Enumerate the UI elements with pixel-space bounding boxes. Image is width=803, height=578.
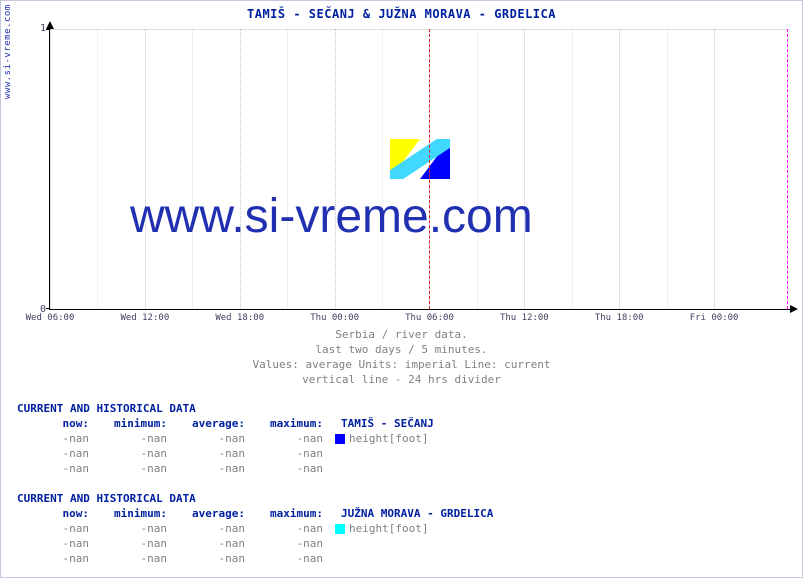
grid-vline <box>240 29 241 309</box>
table-row: -nan -nan -nan -nan <box>17 551 499 566</box>
table-row: -nan -nan -nan -nan height[foot] <box>17 431 440 446</box>
xtick-label: Fri 00:00 <box>674 309 754 323</box>
col-max: maximum: <box>251 416 329 431</box>
chart-title: TAMIŠ - SEČANJ & JUŽNA MORAVA - GRDELICA <box>1 7 802 21</box>
cell: -nan <box>173 551 251 566</box>
grid-vline <box>335 29 336 309</box>
grid-vline-minor <box>572 29 573 309</box>
grid-vline <box>714 29 715 309</box>
stats-block-1: CURRENT AND HISTORICAL DATA now: minimum… <box>17 401 792 476</box>
divider-24h-line <box>429 29 430 309</box>
divider-now-line <box>787 29 788 309</box>
table-row: -nan -nan -nan -nan <box>17 461 440 476</box>
unit-cell: height[foot] <box>329 521 499 536</box>
cell: -nan <box>173 446 251 461</box>
cell: -nan <box>17 521 95 536</box>
cell: -nan <box>95 536 173 551</box>
grid-vline-minor <box>382 29 383 309</box>
table-row: -nan -nan -nan -nan <box>17 446 440 461</box>
grid-vline-minor <box>477 29 478 309</box>
stats-col-headers-1: now: minimum: average: maximum: TAMIŠ - … <box>17 416 440 431</box>
cell: -nan <box>251 521 329 536</box>
gridline-top <box>50 29 790 30</box>
xtick-label: Wed 18:00 <box>200 309 280 323</box>
loc-1: TAMIŠ - SEČANJ <box>329 416 440 431</box>
xtick-label: Wed 06:00 <box>10 309 90 323</box>
grid-vline <box>50 29 51 309</box>
grid-vline <box>524 29 525 309</box>
stats-block-2: CURRENT AND HISTORICAL DATA now: minimum… <box>17 491 792 566</box>
stats-header-2: CURRENT AND HISTORICAL DATA <box>17 491 792 506</box>
table-row: -nan -nan -nan -nan <box>17 536 499 551</box>
cell: -nan <box>251 461 329 476</box>
caption-line-1: Serbia / river data. <box>1 327 802 342</box>
caption-line-2: last two days / 5 minutes. <box>1 342 802 357</box>
watermark-text: www.si-vreme.com <box>130 189 533 244</box>
col-min: minimum: <box>95 506 173 521</box>
col-avg: average: <box>173 416 251 431</box>
xtick-label: Thu 12:00 <box>484 309 564 323</box>
caption-block: Serbia / river data. last two days / 5 m… <box>1 327 802 387</box>
cell: -nan <box>95 461 173 476</box>
cell: -nan <box>251 536 329 551</box>
col-min: minimum: <box>95 416 173 431</box>
loc-2: JUŽNA MORAVA - GRDELICA <box>329 506 499 521</box>
cell: -nan <box>17 461 95 476</box>
unit-label-2: height[foot] <box>349 522 428 535</box>
caption-line-3: Values: average Units: imperial Line: cu… <box>1 357 802 372</box>
cell: -nan <box>17 551 95 566</box>
cell: -nan <box>173 461 251 476</box>
unit-cell: height[foot] <box>329 431 440 446</box>
cell: -nan <box>251 551 329 566</box>
grid-vline-minor <box>287 29 288 309</box>
chart-area: 1 0 www.si-vreme.com Wed 06:00Wed 12:00W… <box>49 29 790 310</box>
cell: -nan <box>251 446 329 461</box>
col-now: now: <box>17 416 95 431</box>
page-root: www.si-vreme.com TAMIŠ - SEČANJ & JUŽNA … <box>0 0 803 578</box>
table-row: -nan -nan -nan -nan height[foot] <box>17 521 499 536</box>
xtick-label: Thu 18:00 <box>579 309 659 323</box>
caption-line-4: vertical line - 24 hrs divider <box>1 372 802 387</box>
cell: -nan <box>173 521 251 536</box>
col-now: now: <box>17 506 95 521</box>
col-avg: average: <box>173 506 251 521</box>
cell: -nan <box>17 536 95 551</box>
grid-vline <box>619 29 620 309</box>
cell: -nan <box>95 551 173 566</box>
grid-vline-minor <box>192 29 193 309</box>
cell: -nan <box>173 536 251 551</box>
stats-table-1: now: minimum: average: maximum: TAMIŠ - … <box>17 416 440 476</box>
grid-vline <box>145 29 146 309</box>
xtick-label: Wed 12:00 <box>105 309 185 323</box>
cell: -nan <box>251 431 329 446</box>
cell: -nan <box>95 431 173 446</box>
cell: -nan <box>17 431 95 446</box>
cell: -nan <box>173 431 251 446</box>
col-max: maximum: <box>251 506 329 521</box>
stats-col-headers-2: now: minimum: average: maximum: JUŽNA MO… <box>17 506 499 521</box>
grid-vline-minor <box>97 29 98 309</box>
logo-icon <box>390 139 450 179</box>
series-swatch-1 <box>335 434 345 444</box>
x-axis-arrow-icon <box>790 305 798 313</box>
xtick-label: Thu 00:00 <box>295 309 375 323</box>
xtick-label: Thu 06:00 <box>389 309 469 323</box>
cell: -nan <box>95 446 173 461</box>
cell: -nan <box>17 446 95 461</box>
grid-vline-minor <box>667 29 668 309</box>
cell: -nan <box>95 521 173 536</box>
stats-table-2: now: minimum: average: maximum: JUŽNA MO… <box>17 506 499 566</box>
stats-header-1: CURRENT AND HISTORICAL DATA <box>17 401 792 416</box>
series-swatch-2 <box>335 524 345 534</box>
unit-label-1: height[foot] <box>349 432 428 445</box>
